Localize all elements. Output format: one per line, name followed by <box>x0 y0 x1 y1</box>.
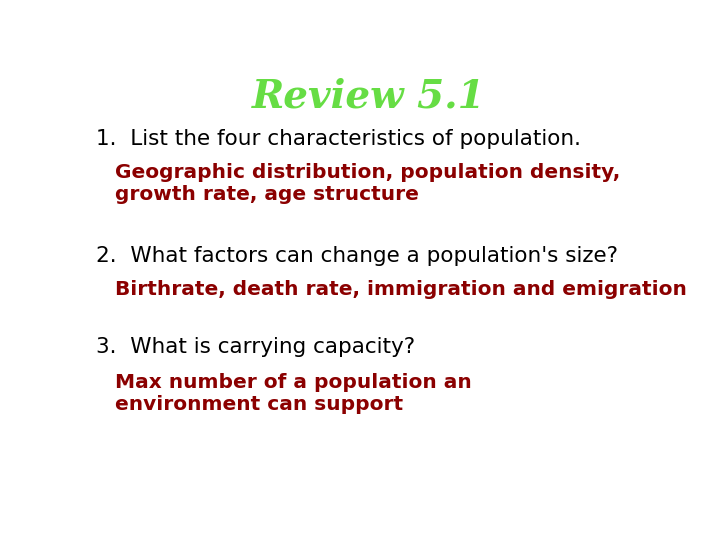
Text: 2.  What factors can change a population's size?: 2. What factors can change a population'… <box>96 246 618 266</box>
Text: 1.  List the four characteristics of population.: 1. List the four characteristics of popu… <box>96 129 580 149</box>
Text: Review 5.1: Review 5.1 <box>252 77 486 115</box>
Text: Birthrate, death rate, immigration and emigration: Birthrate, death rate, immigration and e… <box>115 280 687 299</box>
Text: 3.  What is carrying capacity?: 3. What is carrying capacity? <box>96 337 415 357</box>
Text: Max number of a population an
environment can support: Max number of a population an environmen… <box>115 373 472 414</box>
Text: Geographic distribution, population density,
growth rate, age structure: Geographic distribution, population dens… <box>115 163 621 204</box>
